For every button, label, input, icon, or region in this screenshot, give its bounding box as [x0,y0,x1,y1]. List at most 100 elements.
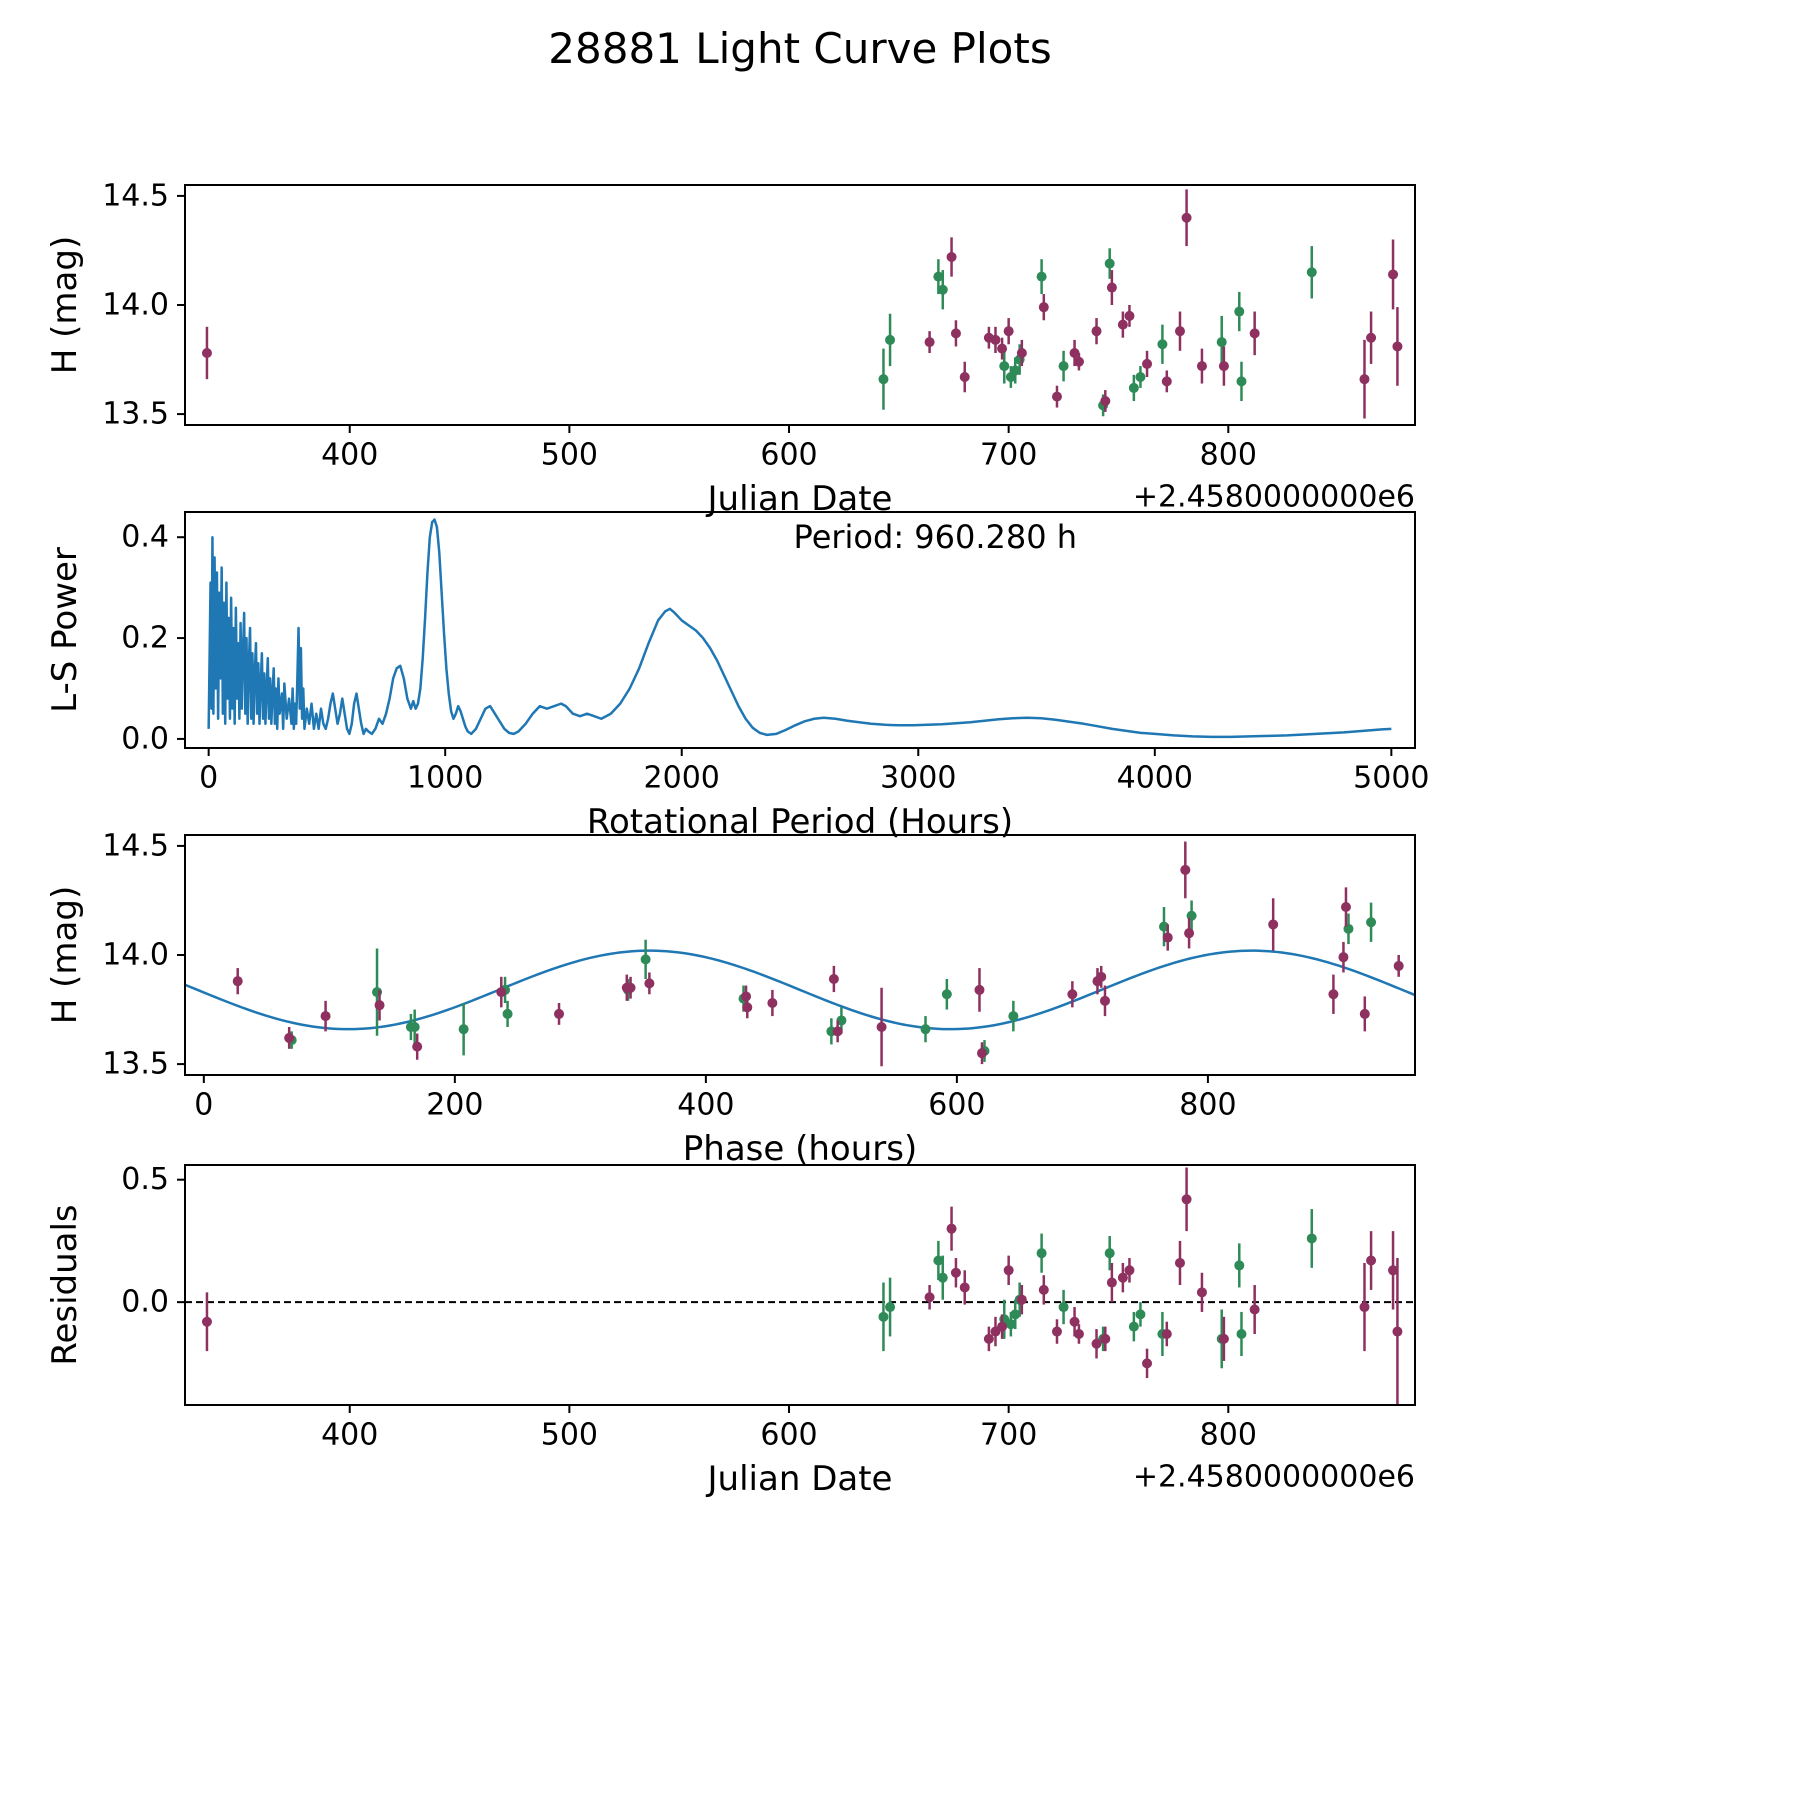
data-point [1174,326,1185,337]
data-point [1393,960,1404,971]
data-point [959,372,970,382]
x-tick-label: 500 [541,438,598,473]
data-point [1180,864,1191,875]
y-axis-label: H (mag) [45,236,85,374]
data-point [1340,902,1351,912]
data-point [284,1032,295,1043]
data-point [1366,332,1377,343]
figure-title: 28881 Light Curve Plots [548,24,1052,73]
data-point [644,978,655,989]
x-tick-label: 0 [199,761,218,796]
data-point [878,374,889,385]
data-point [1162,932,1173,943]
x-tick-label: 600 [928,1088,985,1123]
x-tick-label: 800 [1179,1088,1236,1123]
y-tick-label: 0.2 [121,621,169,656]
data-point [1104,1248,1115,1259]
sinusoid-fit-line [185,949,1415,1031]
data-point [502,1008,513,1019]
data-point [1117,319,1128,330]
data-layer [185,1167,1415,1405]
data-point [1106,1277,1117,1288]
data-point [1104,258,1115,269]
x-tick-label: 3000 [880,761,956,796]
data-point [1003,326,1014,337]
period-annotation: Period: 960.280 h [794,518,1078,556]
data-point [1100,396,1111,406]
data-point [1008,1011,1019,1022]
data-point [1124,310,1135,321]
data-point [1106,282,1117,293]
data-point [1366,917,1377,928]
x-tick-label: 400 [321,1418,378,1453]
data-point [878,1311,889,1322]
data-point [1051,1326,1062,1337]
x-tick-label: 500 [541,1418,598,1453]
x-tick-label: 5000 [1353,761,1429,796]
data-point [1359,1302,1370,1313]
data-point [999,361,1010,372]
x-axis-offset-text: +2.4580000000e6 [1133,1460,1415,1495]
data-point [1142,358,1153,369]
data-point [1010,365,1021,376]
data-point [232,976,243,987]
data-point [1196,361,1207,372]
axis-ticks: 400 500 600 700 800 13.5 14.0 14.5 [102,178,1257,472]
panel-phase-folded: 0 200 400 600 800 13.5 14.0 14.5 Phase (hours) H … [45,828,1416,1169]
data-point [1218,361,1229,372]
axis-ticks: 0 1000 2000 3000 4000 5000 0.0 0.2 0.4 [121,520,1429,796]
data-point [1184,928,1195,939]
data-point [1196,1287,1207,1298]
data-point [1091,326,1102,337]
data-point [1128,1321,1139,1332]
data-point [1036,271,1047,282]
data-layer [207,518,1392,739]
data-point [937,284,948,295]
data-point [1161,376,1172,387]
y-tick-label: 14.0 [102,288,169,323]
data-point [496,987,507,998]
y-tick-label: 14.0 [102,938,169,973]
y-axis-label: H (mag) [45,886,85,1024]
data-point [1128,382,1139,393]
x-tick-label: 800 [1200,438,1257,473]
data-point [950,328,961,339]
data-point [1073,356,1084,367]
data-point [741,991,752,1002]
data-point [959,1282,970,1293]
data-point [1174,1257,1185,1268]
data-point [554,1008,565,1019]
data-point [1069,348,1080,358]
series-purple-filter [201,189,1403,419]
x-tick-label: 400 [677,1088,734,1123]
data-point [458,1024,469,1035]
data-point [1366,1255,1377,1266]
data-point [1058,361,1069,372]
data-point [946,252,957,262]
data-point [1067,989,1078,1000]
x-tick-label: 700 [980,1418,1037,1453]
data-point [1005,1319,1016,1330]
axes-spines [184,834,1416,1076]
data-point [1135,372,1146,382]
data-point [1218,1333,1229,1344]
data-point [933,271,944,282]
data-point [1249,328,1260,339]
series-purple-filter [201,1167,1403,1405]
data-point [1306,267,1317,278]
data-point [832,1026,843,1037]
data-point [1051,391,1062,402]
data-point [1338,952,1349,963]
y-tick-label: 14.5 [102,178,169,213]
data-point [1096,971,1107,982]
x-tick-label: 4000 [1117,761,1193,796]
data-point [1181,1194,1192,1205]
y-tick-label: 13.5 [102,1047,169,1082]
data-point [1038,1284,1049,1295]
data-point [1016,1294,1027,1305]
data-point [1392,1326,1403,1337]
data-point [836,1015,847,1026]
y-tick-label: 0.0 [121,1285,169,1320]
data-point [997,343,1008,354]
series-green-filter [878,246,1317,417]
